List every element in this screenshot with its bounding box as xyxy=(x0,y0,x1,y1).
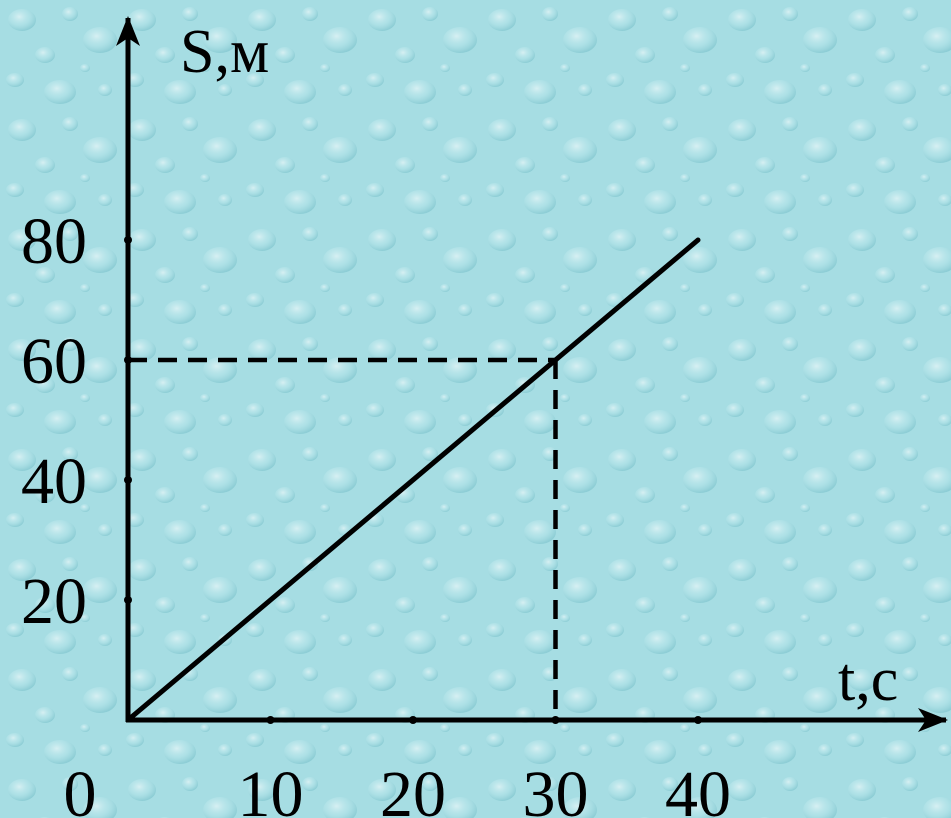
series-line xyxy=(125,237,701,723)
y-tick-mark xyxy=(124,236,132,244)
x-tick-mark xyxy=(694,716,702,724)
origin-label: 0 xyxy=(64,758,97,818)
y-tick-mark xyxy=(124,356,132,364)
x-tick-mark xyxy=(551,716,560,724)
x-tick-label: 40 xyxy=(665,758,731,818)
y-tick-label: 60 xyxy=(21,325,87,398)
y-tick-label: 80 xyxy=(21,205,87,278)
tick-marks xyxy=(124,236,702,724)
x-tick-label: 30 xyxy=(523,758,589,818)
x-tick-label: 20 xyxy=(380,758,446,818)
y-tick-mark xyxy=(124,596,132,604)
x-tick-mark xyxy=(266,716,275,724)
guide-lines xyxy=(128,357,558,720)
series-lines xyxy=(125,237,701,723)
y-tick-mark xyxy=(124,476,132,484)
tick-labels: 10 20 30 40 20 40 60 80 xyxy=(21,205,731,818)
x-axis-label: t,c xyxy=(838,646,898,714)
x-tick-mark xyxy=(409,716,417,724)
y-tick-label: 20 xyxy=(21,565,87,638)
axes xyxy=(116,16,948,732)
x-tick-label: 10 xyxy=(238,758,304,818)
y-tick-label: 40 xyxy=(21,445,87,518)
y-axis-label: S,м xyxy=(180,18,269,86)
